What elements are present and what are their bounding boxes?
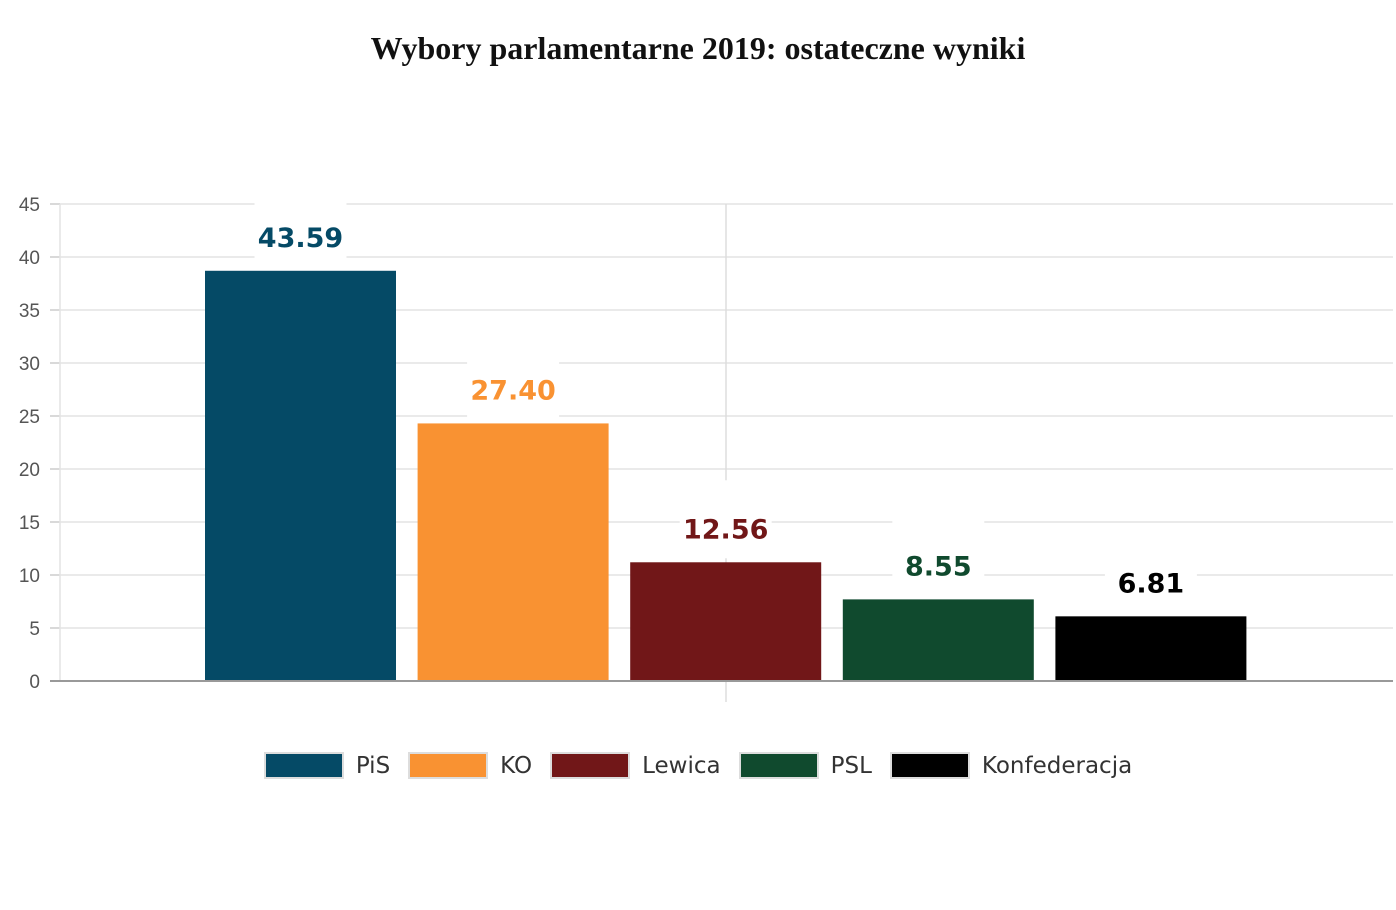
bar-konfederacja <box>1055 616 1247 681</box>
data-label-backdrop <box>1104 534 1197 613</box>
legend-label: Lewica <box>642 752 721 779</box>
y-tick-label: 40 <box>19 248 40 269</box>
legend: PiS KO Lewica PSL Konfederacja <box>0 752 1396 779</box>
data-label-lewica: 12.56 <box>683 514 768 545</box>
chart-title: Wybory parlamentarne 2019: ostateczne wy… <box>370 30 1026 66</box>
y-tick-label: 20 <box>19 460 40 481</box>
bar-pis <box>205 270 396 681</box>
legend-swatch <box>738 752 819 779</box>
data-label-backdrop <box>467 341 560 420</box>
y-tick-label: 15 <box>19 513 40 534</box>
y-tick-label: 10 <box>19 566 40 587</box>
legend-item-lewica[interactable]: Lewica <box>550 752 721 779</box>
data-label-backdrop <box>254 188 347 267</box>
legend-swatch <box>889 752 970 779</box>
y-tick-label: 35 <box>19 301 40 322</box>
legend-item-ko[interactable]: KO <box>408 752 532 779</box>
data-label-pis: 43.59 <box>258 223 343 254</box>
legend-item-psl[interactable]: PSL <box>738 752 872 779</box>
bar-psl <box>842 599 1034 681</box>
legend-swatch <box>408 752 489 779</box>
y-tick-label: 0 <box>29 672 40 693</box>
legend-label: KO <box>500 752 533 779</box>
y-tick-label: 45 <box>19 195 40 216</box>
legend-label: PSL <box>830 752 872 779</box>
data-label-backdrop <box>679 480 772 559</box>
data-label-ko: 27.40 <box>470 375 555 406</box>
y-tick-label: 30 <box>19 354 40 375</box>
data-label-psl: 8.55 <box>905 551 972 582</box>
legend-swatch <box>550 752 631 779</box>
data-label-konfederacja: 6.81 <box>1118 568 1185 599</box>
legend-label: Konfederacja <box>981 752 1133 779</box>
bar-ko <box>417 423 609 681</box>
y-tick-label: 25 <box>19 407 40 428</box>
legend-label: PiS <box>355 752 391 779</box>
legend-item-konfederacja[interactable]: Konfederacja <box>889 752 1133 779</box>
data-label-backdrop <box>892 517 985 596</box>
y-tick-label: 5 <box>29 619 40 640</box>
bar-lewica <box>630 562 822 681</box>
legend-swatch <box>263 752 344 779</box>
legend-item-pis[interactable]: PiS <box>263 752 391 779</box>
